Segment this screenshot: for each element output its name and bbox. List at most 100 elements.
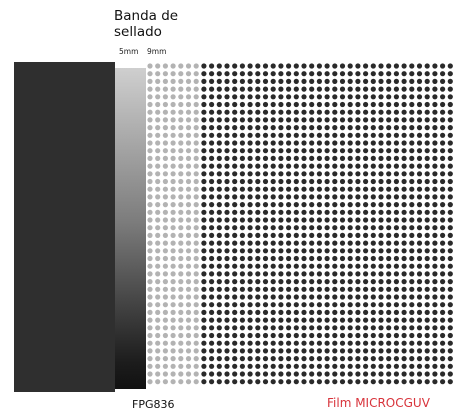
perforation-dot <box>363 186 369 192</box>
perforation-dot <box>424 171 430 177</box>
perforation-dot <box>301 148 307 154</box>
perforation-dot <box>270 263 276 269</box>
perforation-dot <box>347 248 353 254</box>
perforation-dot <box>185 202 192 208</box>
perforation-dot <box>416 132 423 138</box>
perforation-dot <box>185 363 192 369</box>
perforation-dot <box>293 86 299 92</box>
perforation-dot <box>162 356 168 362</box>
perforation-dot <box>216 225 222 231</box>
perforation-dot <box>178 371 184 377</box>
perforation-dot <box>162 232 168 238</box>
perforation-dot <box>301 63 307 69</box>
perforation-dot <box>193 194 199 200</box>
perforation-dot <box>216 332 222 339</box>
perforation-dot <box>178 140 184 146</box>
perforation-dot <box>147 71 153 77</box>
perforation-dot <box>278 263 284 269</box>
perforation-dot <box>178 279 184 285</box>
perforation-dot <box>339 363 346 369</box>
perforation-dot <box>170 163 176 169</box>
perforation-dot <box>262 202 269 208</box>
perforation-dot <box>332 117 338 123</box>
perforation-dot <box>347 271 353 277</box>
perforation-dot <box>293 101 299 108</box>
perforation-dot <box>347 209 353 215</box>
perforation-dot <box>293 202 299 208</box>
perforation-dot <box>193 117 199 123</box>
perforation-dot <box>363 371 369 377</box>
perforation-dot <box>162 155 168 161</box>
perforation-dot <box>401 302 407 308</box>
perforation-dot <box>324 155 330 161</box>
perforation-dot <box>440 294 446 300</box>
perforation-dot <box>309 302 315 308</box>
perforation-dot <box>401 186 407 192</box>
perforation-dot <box>178 294 184 300</box>
perforation-dot <box>293 109 299 115</box>
perforation-dot <box>339 163 346 169</box>
perforation-dot <box>416 86 423 92</box>
perforation-dot <box>393 255 399 262</box>
perforation-dot <box>424 86 430 92</box>
perforation-dot <box>270 202 276 208</box>
perforation-dot <box>278 94 284 100</box>
perforation-dot <box>370 148 376 154</box>
perforation-dot <box>416 71 423 77</box>
perforation-dot <box>332 279 338 285</box>
perforation-dot <box>370 279 376 285</box>
perforation-dot <box>178 340 184 346</box>
perforation-dot <box>378 302 384 308</box>
perforation-dot <box>378 271 384 277</box>
perforation-dot <box>324 148 330 154</box>
perforation-dot <box>185 78 192 84</box>
perforation-dot <box>416 263 423 269</box>
perforation-dot <box>332 171 338 177</box>
perforation-dot <box>440 94 446 100</box>
perforation-dot <box>247 109 253 115</box>
perforation-dot <box>262 186 269 192</box>
perforation-dot <box>309 317 315 323</box>
perforation-dot <box>301 332 307 339</box>
perforation-dot <box>355 371 361 377</box>
perforation-dot <box>170 178 176 185</box>
perforation-dot <box>363 309 369 315</box>
perforation-dot <box>155 240 161 246</box>
perforation-dot <box>440 302 446 308</box>
perforation-dot <box>185 340 192 346</box>
perforation-dot <box>239 194 245 200</box>
perforation-dot <box>293 309 299 315</box>
perforation-dot <box>316 232 322 238</box>
perforation-dot <box>309 240 315 246</box>
perforation-dot <box>239 240 245 246</box>
perforation-dot <box>270 78 276 84</box>
perforation-dot <box>185 94 192 100</box>
perforation-dot <box>401 294 407 300</box>
perforation-dot <box>355 225 361 231</box>
perforation-dot <box>162 271 168 277</box>
perforation-dot <box>370 356 376 362</box>
perforation-dot <box>378 263 384 269</box>
perforation-dot <box>278 71 284 77</box>
perforation-dot <box>393 286 399 292</box>
perforation-dot <box>286 63 292 69</box>
perforation-dot <box>270 340 276 346</box>
perforation-dot <box>239 132 245 138</box>
perforation-dot <box>363 263 369 269</box>
perforation-dot <box>185 279 192 285</box>
perforation-dot <box>332 294 338 300</box>
perforation-dot <box>270 163 276 169</box>
perforation-dot <box>262 356 269 362</box>
perforation-dot <box>378 209 384 215</box>
perforation-dot <box>255 248 261 254</box>
perforation-dot <box>232 263 238 269</box>
perforation-dot <box>309 109 315 115</box>
perforation-dot <box>155 163 161 169</box>
perforation-dot <box>332 63 338 69</box>
perforation-dot <box>355 202 361 208</box>
perforation-dot <box>293 94 299 100</box>
perforation-dot <box>324 255 330 262</box>
perforation-dot <box>147 309 153 315</box>
perforation-dot <box>409 140 415 146</box>
perforation-dot <box>232 71 238 77</box>
